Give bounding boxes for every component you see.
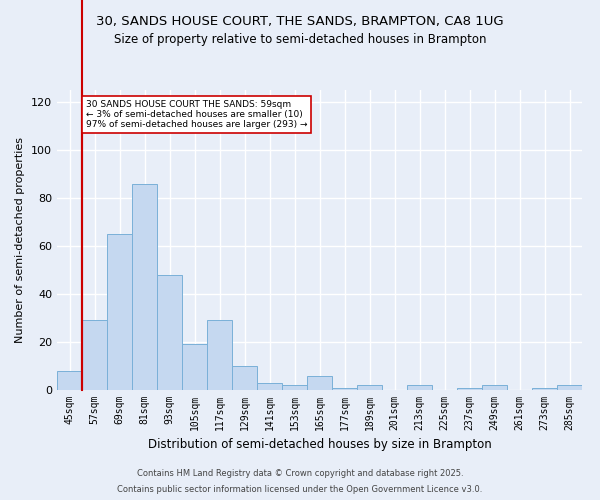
Bar [257,383,282,390]
Bar [182,344,207,390]
Bar [57,371,82,390]
Bar [357,385,382,390]
Bar [282,385,307,390]
Bar [207,320,232,390]
Text: Size of property relative to semi-detached houses in Brampton: Size of property relative to semi-detach… [114,32,486,46]
Text: 30 SANDS HOUSE COURT THE SANDS: 59sqm
← 3% of semi-detached houses are smaller (: 30 SANDS HOUSE COURT THE SANDS: 59sqm ← … [86,100,307,130]
Text: 30, SANDS HOUSE COURT, THE SANDS, BRAMPTON, CA8 1UG: 30, SANDS HOUSE COURT, THE SANDS, BRAMPT… [96,15,504,28]
Bar [332,388,357,390]
Bar [132,184,157,390]
Bar [82,320,107,390]
Bar [307,376,332,390]
X-axis label: Distribution of semi-detached houses by size in Brampton: Distribution of semi-detached houses by … [148,438,491,452]
Text: Contains public sector information licensed under the Open Government Licence v3: Contains public sector information licen… [118,485,482,494]
Bar [407,385,432,390]
Y-axis label: Number of semi-detached properties: Number of semi-detached properties [16,137,25,343]
Bar [457,388,482,390]
Bar [157,275,182,390]
Bar [107,234,132,390]
Bar [557,385,582,390]
Bar [532,388,557,390]
Text: Contains HM Land Registry data © Crown copyright and database right 2025.: Contains HM Land Registry data © Crown c… [137,468,463,477]
Bar [482,385,507,390]
Bar [232,366,257,390]
